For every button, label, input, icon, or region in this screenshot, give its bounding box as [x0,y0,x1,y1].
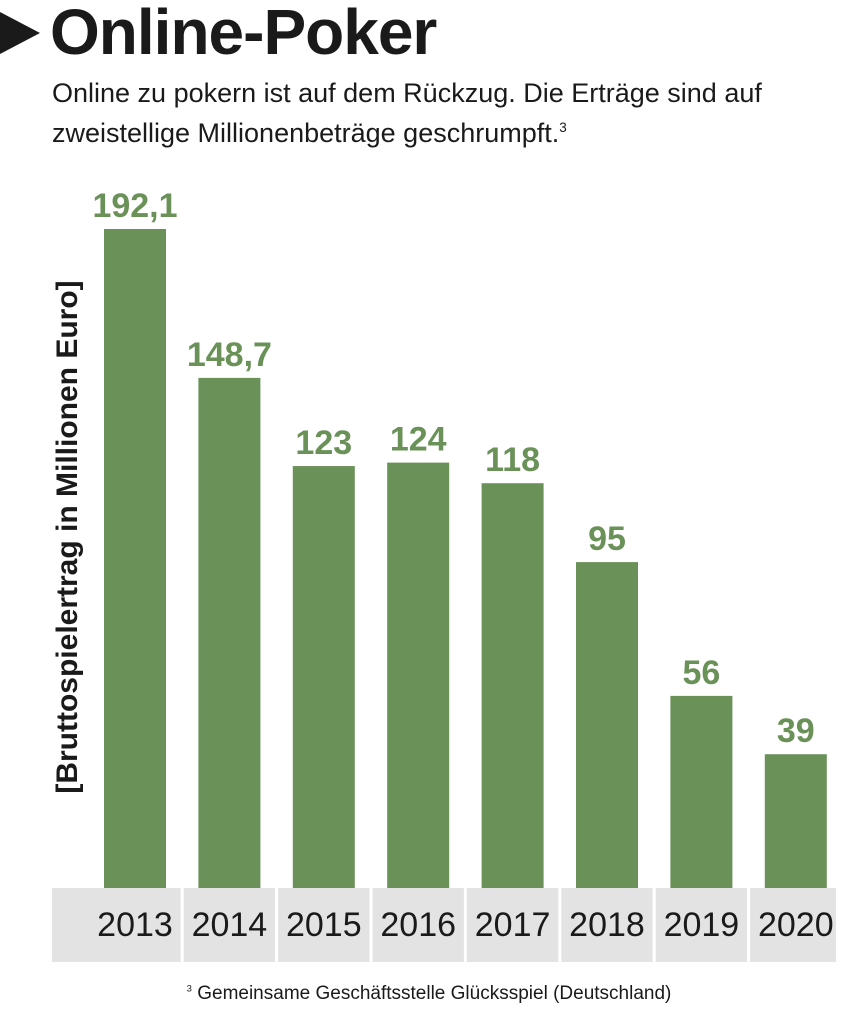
x-tick-2016: 2016 [380,906,456,944]
footnote: 3 Gemeinsame Geschäftsstelle Glücksspiel… [0,983,858,1005]
value-label-2014: 148,7 [187,336,272,374]
bar-2014 [198,377,261,888]
page-title: Online-Poker [50,0,437,68]
x-tick-2015: 2015 [286,906,362,944]
x-tick-2014: 2014 [192,906,268,944]
value-label-2013: 192,1 [92,187,177,225]
subtitle-footnote-mark: 3 [559,120,567,135]
x-tick-2013: 2013 [97,906,173,944]
value-label-2017: 118 [485,441,540,479]
bar-2017 [481,483,544,888]
subtitle: Online zu pokern ist auf dem Rückzug. Di… [52,73,852,153]
value-label-2015: 123 [295,424,352,462]
x-tick-2018: 2018 [569,906,645,944]
title-arrow-icon [0,12,40,54]
bar-2020 [764,754,827,888]
x-tick-2019: 2019 [664,906,740,944]
value-label-2018: 95 [588,520,626,558]
bar-2018 [576,562,638,888]
x-tick-2017: 2017 [475,906,551,944]
x-tick-2020: 2020 [758,906,834,944]
subtitle-text: Online zu pokern ist auf dem Rückzug. Di… [52,78,762,148]
bar-2016 [387,462,450,888]
bar-2015 [292,466,355,888]
value-label-2016: 124 [390,421,447,459]
bar-2013 [104,229,166,888]
value-label-2019: 56 [682,654,720,692]
footnote-source: Gemeinsame Geschäftsstelle Glücksspiel (… [197,983,672,1004]
bar-2019 [670,695,733,888]
value-label-2020: 39 [777,712,815,750]
footnote-mark: 3 [186,983,192,995]
